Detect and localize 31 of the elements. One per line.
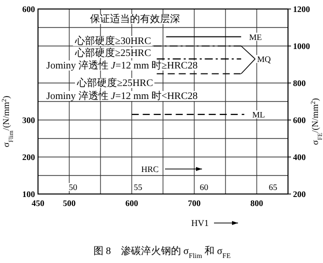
series-label: ME xyxy=(249,32,262,42)
y2-tick-label: 1000 xyxy=(293,41,310,51)
x-tick-label: 800 xyxy=(250,198,264,208)
y2-tick-label: 200 xyxy=(293,189,306,199)
text: 图 8 渗碳淬火钢的 σ$_{Flim}$ 和 σ$_{FE}$ xyxy=(93,245,231,260)
x-tick-label: 700 xyxy=(188,198,201,208)
annotation: 65 xyxy=(268,182,278,192)
annotation: Jominy 淬透性 J=12 mm 时<HRC28 xyxy=(46,90,198,102)
series-label: MQ xyxy=(257,54,271,64)
x-tick-label: 450 xyxy=(32,198,44,208)
y-tick-label: 300 xyxy=(22,115,35,125)
annotation: HRC xyxy=(141,164,160,174)
y-tick-label: 100 xyxy=(22,189,35,199)
annotation: Jominy 淬透性 J=12 mm 时≥HRC28 xyxy=(46,60,198,72)
annotation: 心部硬度≥25HRC xyxy=(76,77,154,89)
annotation: 心部硬度≥25HRC xyxy=(74,47,152,59)
y2-tick-label: 600 xyxy=(293,115,306,125)
annotation: 50 xyxy=(68,182,78,192)
annotation: 60 xyxy=(200,182,208,192)
y2-tick-label: 800 xyxy=(293,78,306,88)
x-axis-title: HV1 xyxy=(191,218,209,228)
x-tick-label: 600 xyxy=(125,198,138,208)
series-label: ML xyxy=(252,109,265,120)
annotation: 55 xyxy=(134,182,142,192)
annotation: 心部硬度≥30HRC xyxy=(74,35,152,47)
x-tick-label: 500 xyxy=(62,198,76,208)
y-tick-label: 200 xyxy=(22,152,35,162)
annotation: 保证适当的有效层深 xyxy=(90,13,180,25)
y2-tick-label: 400 xyxy=(293,152,306,162)
y2-tick-label: 1200 xyxy=(293,4,310,14)
y-tick-label: 600 xyxy=(22,4,35,14)
